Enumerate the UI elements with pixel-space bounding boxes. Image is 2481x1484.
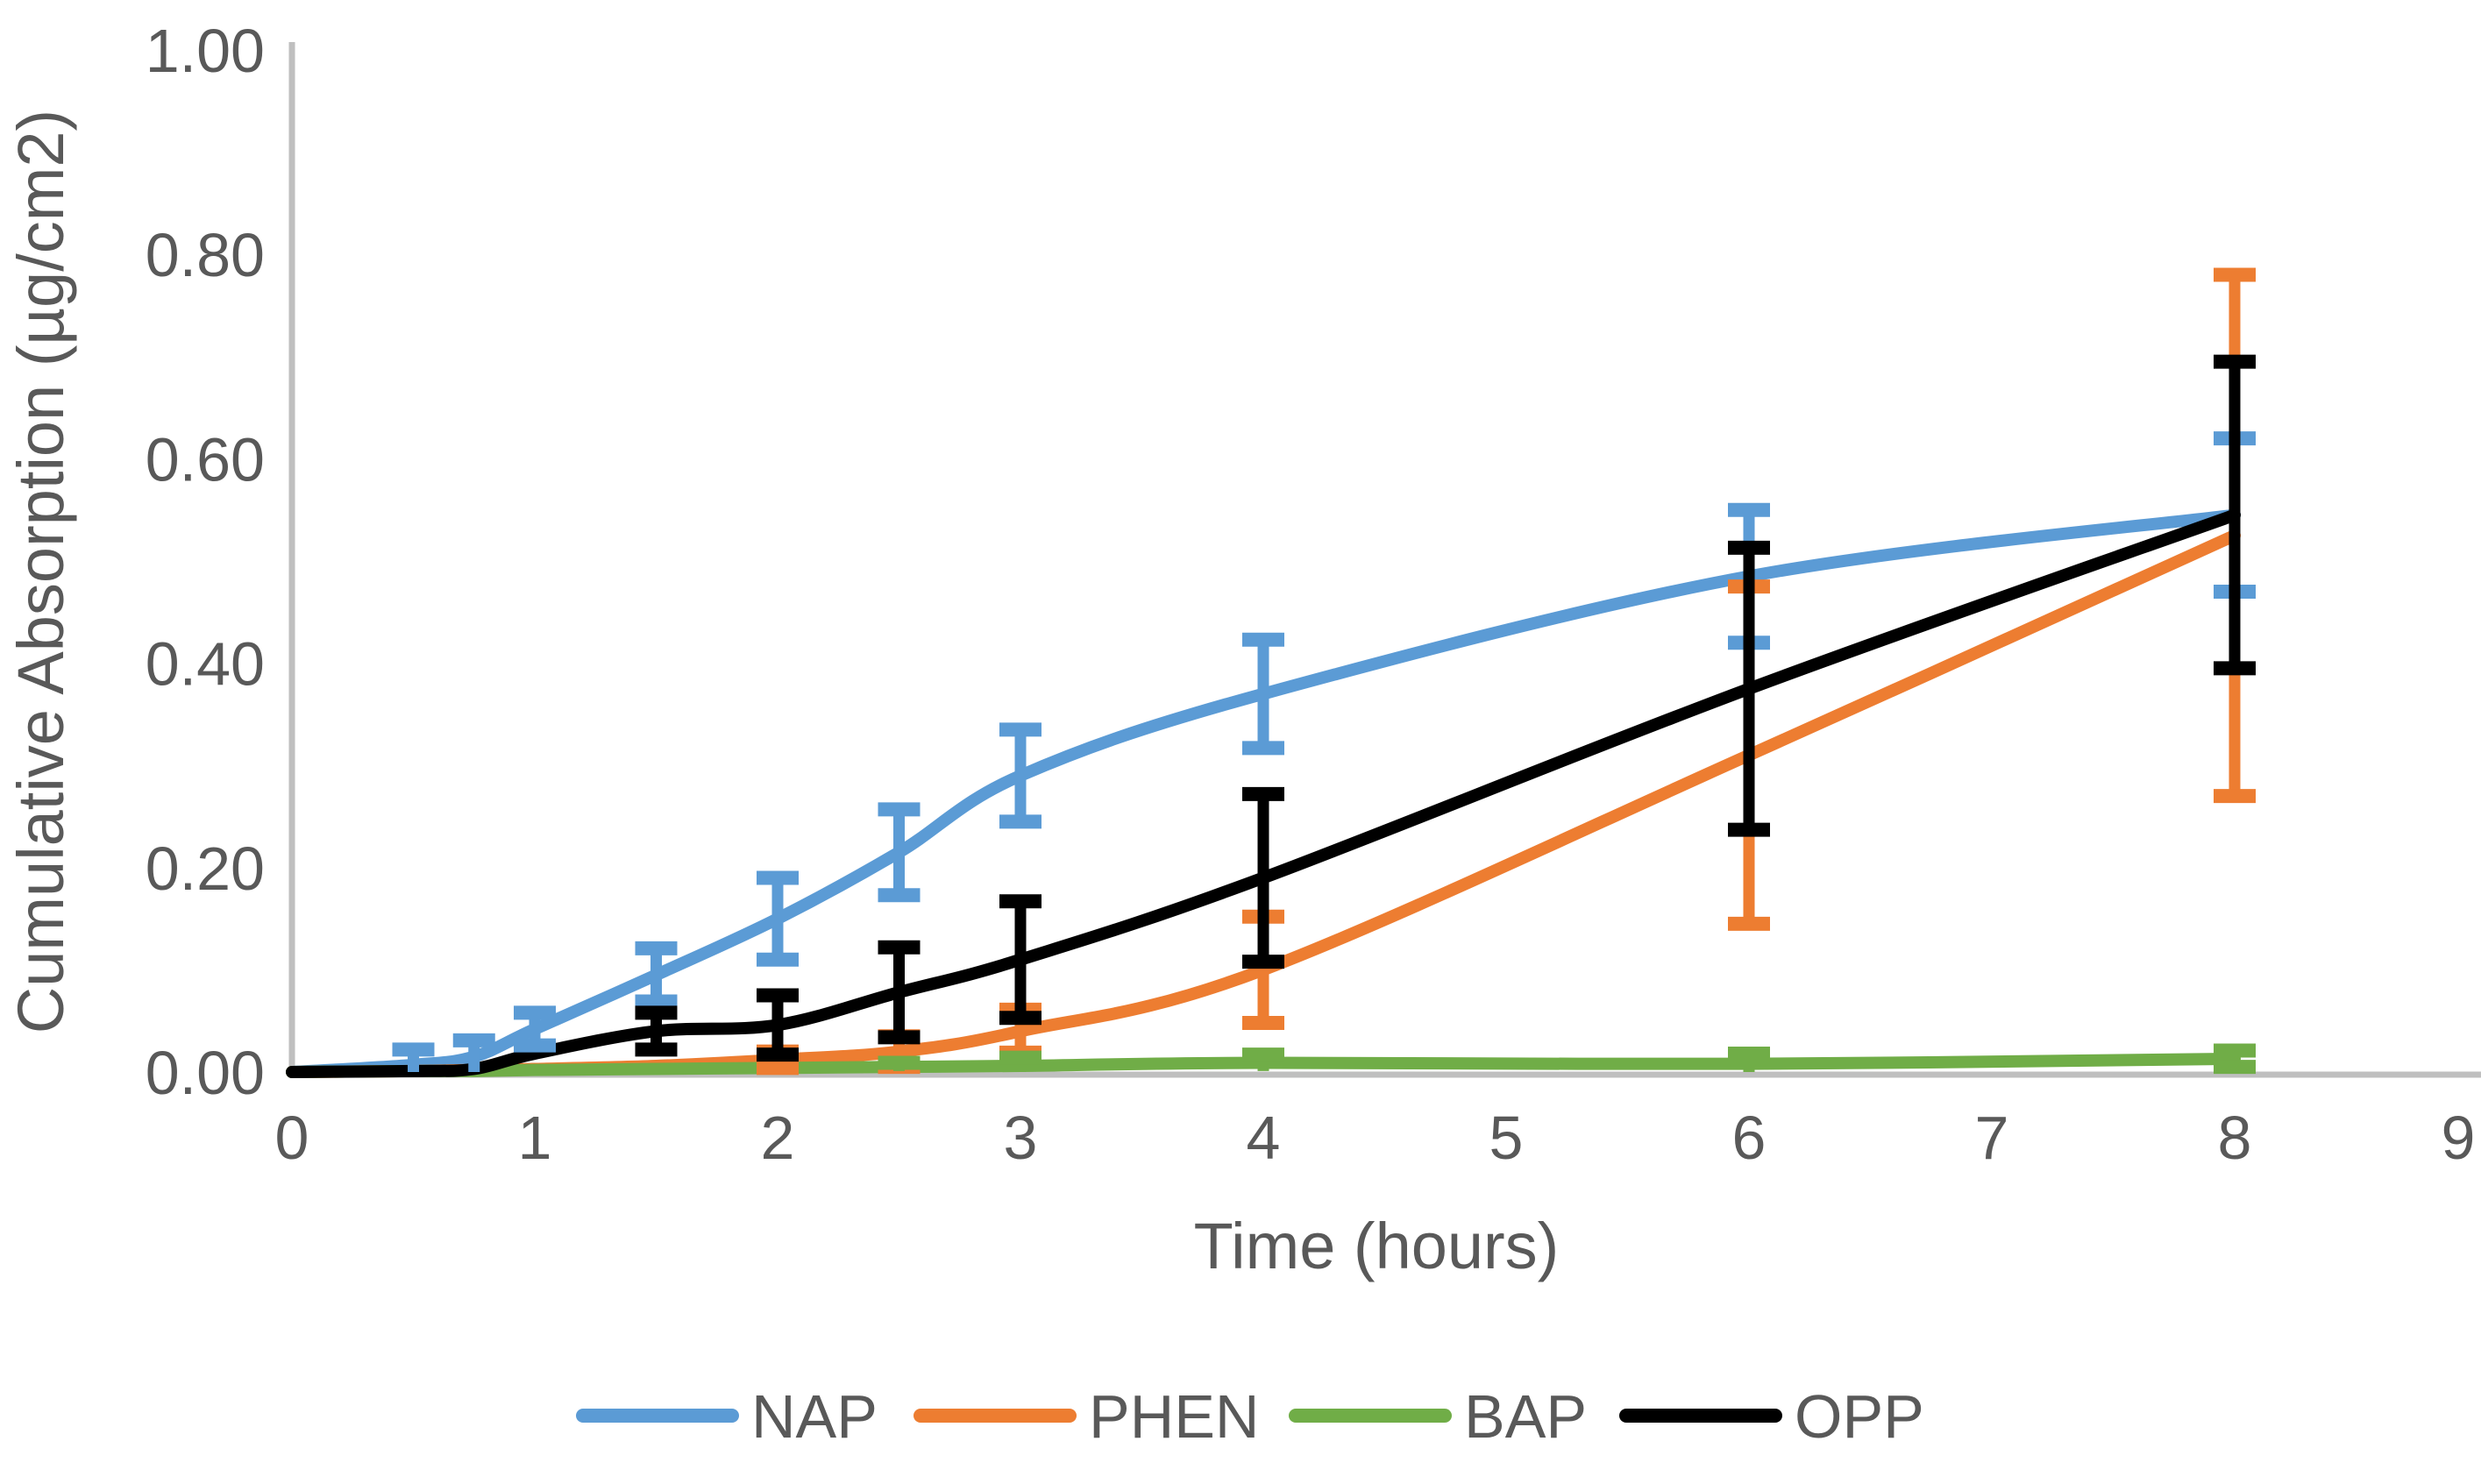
x-tick-label: 4 — [1247, 1104, 1281, 1172]
x-tick-label: 0 — [275, 1104, 309, 1172]
x-axis-title: Time (hours) — [1194, 1210, 1560, 1282]
y-tick-label: 0.20 — [146, 834, 265, 903]
legend-label-BAP: BAP — [1464, 1382, 1587, 1451]
legend-item-PHEN: PHEN — [913, 1382, 1259, 1451]
legend-item-NAP: NAP — [576, 1382, 878, 1451]
y-tick-label: 0.40 — [146, 630, 265, 699]
y-tick-label: 0.60 — [146, 425, 265, 493]
legend-item-OPP: OPP — [1619, 1382, 1924, 1451]
x-tick-label: 8 — [2218, 1104, 2252, 1172]
x-tick-label: 2 — [761, 1104, 795, 1172]
y-tick-label: 0.00 — [146, 1039, 265, 1107]
x-tick-label: 6 — [1732, 1104, 1767, 1172]
x-tick-label: 9 — [2442, 1104, 2476, 1172]
legend-label-OPP: OPP — [1795, 1382, 1924, 1451]
x-tick-label: 3 — [1004, 1104, 1038, 1172]
error-bars — [392, 267, 2256, 1076]
y-tick-label: 1.00 — [146, 17, 265, 85]
legend-label-NAP: NAP — [751, 1382, 878, 1451]
y-axis-tick-labels: 0.00 0.20 0.40 0.60 0.80 1.00 — [146, 17, 265, 1107]
y-axis-title: Cumulative Absorption (µg/cm2) — [4, 110, 77, 1033]
x-tick-label: 1 — [518, 1104, 552, 1172]
legend-item-BAP: BAP — [1289, 1382, 1587, 1451]
legend-label-PHEN: PHEN — [1089, 1382, 1259, 1451]
x-tick-label: 7 — [1975, 1104, 2009, 1172]
y-tick-label: 0.80 — [146, 221, 265, 289]
legend: NAP PHEN BAP OPP — [576, 1382, 1924, 1451]
x-axis-tick-labels: 0 1 2 3 4 5 6 7 8 9 — [275, 1104, 2476, 1172]
x-tick-label: 5 — [1489, 1104, 1524, 1172]
